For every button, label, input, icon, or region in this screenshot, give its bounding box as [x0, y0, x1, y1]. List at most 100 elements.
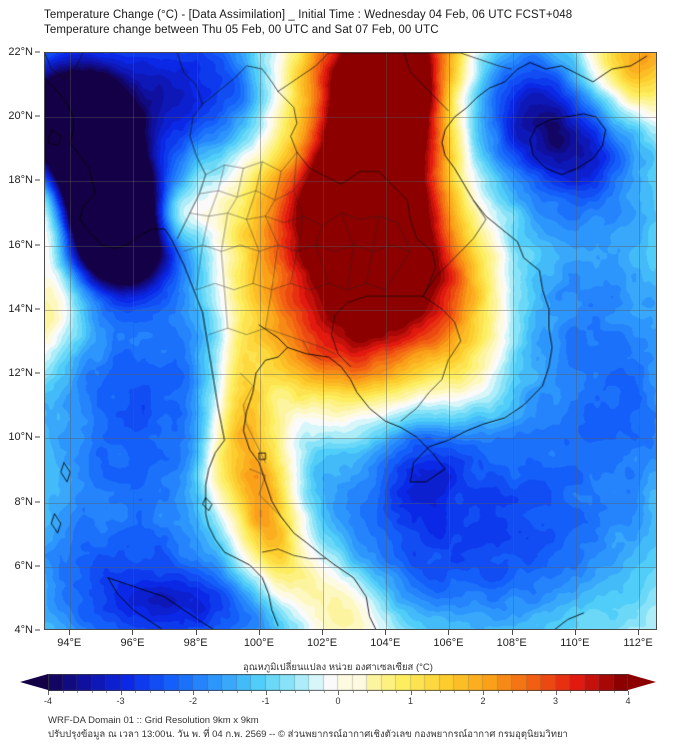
longitude-tick	[132, 630, 134, 635]
colorbar-minor-tick	[62, 691, 64, 693]
colorbar-minor-tick	[613, 691, 615, 693]
colorbar-minor-tick	[309, 691, 310, 693]
colorbar-tick-label: 0	[335, 696, 341, 706]
latitude-tick	[35, 501, 40, 503]
colorbar-minor-tick	[222, 691, 223, 693]
longitude-tick	[69, 630, 71, 635]
longitude-axis: 94°E 96°E 98°E 100°E 102°E 104°E 106°E 108°E 110…	[44, 630, 657, 652]
latitude-tick	[35, 115, 40, 117]
colorbar-minor-tick	[367, 691, 368, 693]
footer: WRF-DA Domain 01 :: Grid Resolution 9km …	[48, 714, 668, 742]
longitude-tick	[448, 630, 450, 635]
longitude-tick	[511, 630, 513, 635]
latitude-tick-label: 4°N	[14, 624, 33, 636]
latitude-tick	[35, 179, 40, 181]
latitude-tick	[35, 244, 40, 246]
colorbar-minor-tick	[164, 691, 165, 693]
longitude-tick-label: 100°E	[243, 637, 274, 649]
title-line-1: Temperature Change (°C) - [Data Assimila…	[44, 9, 573, 21]
longitude-tick-label: 110°E	[560, 637, 590, 649]
longitude-tick	[258, 630, 260, 635]
colorbar-minor-tick	[280, 691, 281, 693]
colorbar-minor-tick	[323, 691, 325, 693]
colorbar-tick	[483, 691, 484, 695]
title-line-2: Temperature change between Thu 05 Feb, 0…	[44, 24, 439, 36]
colorbar-tick	[193, 691, 194, 695]
latitude-axis: 4°N 6°N 8°N 10°N 12°N 14°N 16°N 18°N 20°N 22°N	[0, 46, 40, 636]
colorbar-tick	[338, 691, 339, 695]
colorbar-tick-label: -3	[116, 696, 125, 706]
colorbar-ticks: -4 -3 -2 -1 0 1 2 3 4	[44, 691, 631, 709]
longitude-tick-label: 104°E	[370, 637, 401, 649]
colorbar-max-arrow	[628, 674, 656, 690]
longitude-tick	[322, 630, 324, 635]
colorbar-tick	[120, 691, 122, 695]
latitude-tick-label: 10°N	[8, 431, 33, 444]
longitude-tick-label: 98°E	[183, 637, 208, 649]
longitude-tick-label: 102°E	[307, 637, 338, 649]
colorbar-minor-tick	[497, 691, 499, 693]
longitude-tick	[574, 630, 576, 635]
latitude-tick	[35, 565, 40, 567]
colorbar-minor-tick	[236, 691, 238, 693]
colorbar-minor-tick	[106, 691, 107, 693]
colorbar-minor-tick	[584, 691, 586, 693]
colorbar-minor-tick	[425, 691, 426, 693]
colorbar-tick-label: 2	[480, 696, 486, 706]
colorbar-bands	[48, 674, 628, 691]
colorbar: อุณหภูมิเปลี่ยนแปลง หน่วย องศาเซลเซียส (…	[0, 660, 676, 710]
longitude-tick	[195, 630, 197, 635]
temperature-anomaly-heatmap	[45, 53, 656, 629]
page-title: Temperature Change (°C) - [Data Assimila…	[44, 8, 664, 38]
colorbar-minor-tick	[251, 691, 252, 693]
latitude-tick	[35, 436, 40, 438]
colorbar-tick-label: -1	[261, 696, 270, 706]
longitude-tick-label: 112°E	[623, 637, 653, 649]
latitude-tick-label: 14°N	[8, 302, 33, 315]
colorbar-minor-tick	[207, 691, 209, 693]
latitude-tick-label: 16°N	[8, 238, 33, 251]
colorbar-minor-tick	[454, 691, 455, 693]
colorbar-gradient	[48, 674, 628, 691]
colorbar-minor-tick	[512, 691, 513, 693]
colorbar-minor-tick	[599, 691, 600, 693]
longitude-tick	[638, 630, 640, 635]
colorbar-tick-label: -4	[43, 696, 53, 706]
colorbar-tick-label: 3	[552, 696, 559, 706]
colorbar-minor-tick	[352, 691, 354, 693]
colorbar-minor-tick	[396, 691, 397, 693]
colorbar-tick-label: 4	[625, 696, 631, 706]
colorbar-tick	[628, 691, 629, 695]
colorbar-minor-tick	[135, 691, 136, 693]
latitude-tick-label: 18°N	[8, 174, 33, 187]
colorbar-minor-tick	[541, 691, 542, 693]
longitude-tick-label: 108°E	[496, 637, 527, 649]
longitude-tick-label: 106°E	[433, 637, 464, 649]
longitude-tick-label: 96°E	[120, 637, 145, 649]
colorbar-minor-tick	[178, 691, 180, 693]
colorbar-minor-tick	[570, 691, 571, 693]
colorbar-tick	[555, 691, 557, 695]
latitude-tick-label: 6°N	[14, 559, 33, 572]
latitude-tick-label: 20°N	[8, 110, 33, 123]
colorbar-title: อุณหภูมิเปลี่ยนแปลง หน่วย องศาเซลเซียส (…	[243, 662, 433, 673]
map-plot-area[interactable]	[44, 52, 657, 630]
colorbar-tick	[48, 691, 49, 695]
colorbar-tick-label: -2	[188, 696, 198, 706]
footer-line-2: ปรับปรุงข้อมูล ณ เวลา 13:00น. วัน พ. ที่…	[48, 729, 568, 740]
latitude-tick-label: 8°N	[14, 495, 33, 508]
longitude-tick	[385, 630, 387, 635]
colorbar-tick	[265, 691, 267, 695]
latitude-tick	[35, 308, 40, 310]
colorbar-minor-tick	[381, 691, 383, 693]
colorbar-minor-tick	[468, 691, 470, 693]
colorbar-tick	[410, 691, 412, 695]
colorbar-minor-tick	[149, 691, 151, 693]
colorbar-min-arrow	[20, 674, 48, 690]
colorbar-minor-tick	[91, 691, 93, 693]
colorbar-minor-tick	[294, 691, 296, 693]
latitude-tick	[35, 629, 40, 631]
colorbar-tick-label: 1	[407, 696, 414, 706]
colorbar-minor-tick	[439, 691, 441, 693]
